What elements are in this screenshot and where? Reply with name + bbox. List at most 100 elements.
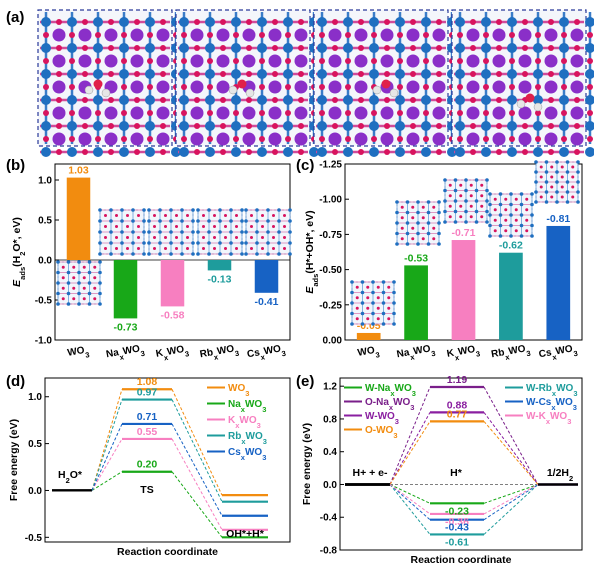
category-label-NaxWO3: NaxWO3 bbox=[105, 343, 145, 364]
inset-atom bbox=[240, 219, 244, 223]
oxygen-atom bbox=[371, 136, 377, 142]
cation-atom bbox=[518, 54, 532, 68]
structure-inset bbox=[488, 192, 534, 238]
structure-tile-1 bbox=[37, 9, 181, 157]
tungsten-atom bbox=[533, 147, 543, 157]
tungsten-atom bbox=[205, 17, 215, 27]
tungsten-atom bbox=[559, 121, 569, 131]
inset-atom bbox=[565, 160, 570, 164]
inset-atom bbox=[180, 219, 184, 223]
inset-atom bbox=[218, 219, 222, 223]
inset-atom bbox=[142, 208, 146, 212]
inset-atom bbox=[376, 317, 380, 321]
inset-atom bbox=[235, 225, 238, 228]
y-tick-label: 0.0 bbox=[28, 486, 42, 497]
cation-atom bbox=[294, 106, 308, 120]
oxygen-atom bbox=[56, 149, 62, 155]
inset-atom bbox=[392, 280, 396, 284]
oxygen-atom bbox=[496, 97, 502, 103]
inset-atom bbox=[426, 242, 431, 246]
inset-atom bbox=[355, 296, 359, 300]
tungsten-atom bbox=[585, 147, 594, 157]
connector-W-NaxWO3 bbox=[389, 484, 431, 504]
y-tick-label: 1.0 bbox=[38, 176, 52, 187]
connector-W-KxWO3 bbox=[483, 484, 539, 515]
inset-atom bbox=[464, 178, 468, 182]
oxygen-atom bbox=[43, 32, 49, 38]
tungsten-atom bbox=[369, 121, 379, 131]
inset-atom bbox=[98, 260, 102, 264]
oxygen-atom bbox=[246, 71, 252, 77]
inset-atom bbox=[109, 230, 113, 234]
connector-O-WO3 bbox=[483, 421, 539, 485]
cation-atom bbox=[380, 54, 394, 68]
inset-atom bbox=[576, 170, 580, 174]
inset-atom bbox=[229, 241, 233, 245]
oxygen-atom bbox=[181, 110, 187, 116]
y-tick-label: 0.4 bbox=[323, 447, 337, 458]
oxygen-atom bbox=[470, 45, 476, 51]
oxygen-atom bbox=[509, 136, 515, 142]
tungsten-atom bbox=[559, 69, 569, 79]
connector-CsxWO3 bbox=[91, 423, 123, 491]
inset-atom bbox=[453, 178, 458, 182]
value-label-W-KxWO3: -0.36 bbox=[445, 516, 469, 528]
hydrogen-atom bbox=[389, 88, 399, 98]
tungsten-atom bbox=[559, 95, 569, 105]
inset-atom bbox=[519, 234, 524, 238]
category-label-CsxWO3: CsxWO3 bbox=[538, 343, 578, 364]
inset-atom bbox=[519, 223, 524, 228]
oxygen-atom bbox=[285, 84, 291, 90]
tungsten-atom bbox=[67, 17, 77, 27]
cation-atom bbox=[518, 80, 532, 94]
connector-KxWO3 bbox=[171, 438, 223, 531]
tungsten-atom bbox=[343, 43, 353, 53]
inset-atom bbox=[550, 175, 554, 179]
tungsten-atom bbox=[257, 69, 267, 79]
connector-W-CsxWO3 bbox=[483, 484, 539, 521]
inset-atom bbox=[555, 160, 559, 164]
inset-atom bbox=[250, 225, 253, 228]
inset-atom bbox=[104, 225, 107, 228]
inset-atom bbox=[98, 270, 102, 275]
inset-atom bbox=[519, 213, 524, 217]
oxygen-atom bbox=[384, 123, 390, 129]
inset-atom bbox=[207, 241, 211, 245]
inset-atom bbox=[448, 183, 452, 187]
inset-atom bbox=[266, 241, 270, 245]
value-label-W-RbxWO3: -0.61 bbox=[445, 536, 469, 548]
inset-atom bbox=[277, 252, 281, 256]
oxygen-atom bbox=[345, 84, 351, 90]
oxygen-atom bbox=[108, 71, 114, 77]
structure-tile-3 bbox=[313, 9, 457, 157]
inset-atom bbox=[175, 225, 178, 228]
oxygen-atom bbox=[134, 45, 140, 51]
inset-atom bbox=[474, 209, 479, 214]
inset-atom bbox=[196, 219, 200, 223]
cation-atom bbox=[432, 54, 446, 68]
inset-atom bbox=[443, 188, 447, 193]
oxygen-atom bbox=[509, 32, 515, 38]
tungsten-atom bbox=[533, 121, 543, 131]
inset-atom bbox=[371, 280, 375, 284]
inset-atom bbox=[426, 221, 431, 225]
oxygen-atom bbox=[233, 58, 239, 64]
inset-atom bbox=[169, 208, 173, 212]
inset-atom bbox=[213, 214, 216, 217]
inset-atom bbox=[266, 230, 270, 234]
inset-atom bbox=[519, 192, 524, 196]
oxygen-atom bbox=[332, 71, 338, 77]
inset-atom bbox=[82, 297, 86, 301]
inset-atom bbox=[576, 190, 580, 194]
inset-atom bbox=[224, 236, 227, 239]
tungsten-atom bbox=[507, 43, 517, 53]
tungsten-atom bbox=[119, 95, 129, 105]
tungsten-atom bbox=[455, 69, 465, 79]
oxygen-atom bbox=[496, 19, 502, 25]
inset-atom bbox=[56, 302, 60, 306]
category-label-RbxWO3: RbxWO3 bbox=[490, 343, 531, 364]
y-tick-label: -0.4 bbox=[320, 513, 338, 524]
state-label-2: 1/2H2 bbox=[547, 467, 573, 483]
inset-atom bbox=[207, 208, 211, 212]
oxygen-atom bbox=[82, 123, 88, 129]
